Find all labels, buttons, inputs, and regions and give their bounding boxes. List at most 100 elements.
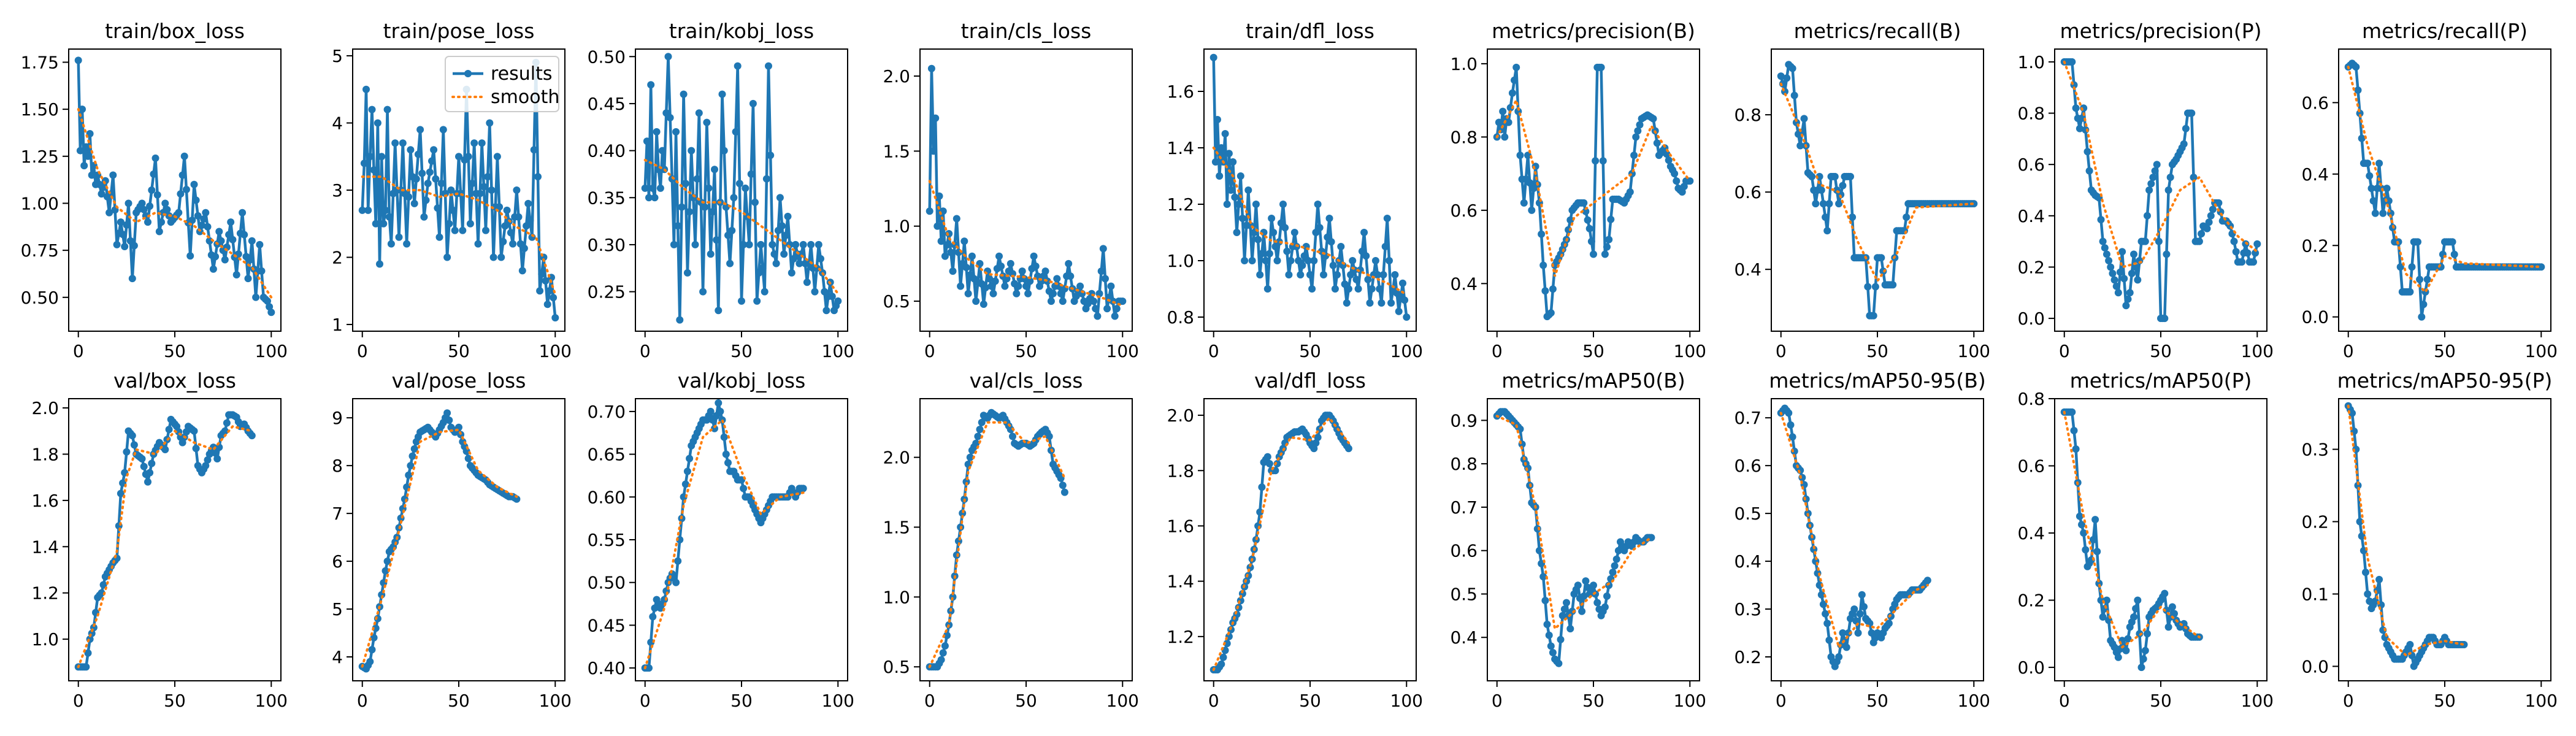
- panel-train-box-loss: train/box_loss 0 50 100 0.50 0.75 1.00 1.25 1.50…: [21, 19, 288, 361]
- results-point: [1053, 275, 1061, 283]
- y-tick-label: 0.45: [588, 94, 626, 114]
- results-point: [757, 240, 765, 248]
- results-point: [1308, 285, 1316, 293]
- y-tick-label: 1.00: [21, 193, 59, 213]
- x-tick-label: 100: [1958, 691, 1990, 711]
- results-point: [496, 203, 504, 211]
- results-point: [1102, 275, 1109, 283]
- plot-area: [1777, 61, 1978, 320]
- y-tick-label: 5: [332, 46, 343, 66]
- results-point: [387, 240, 395, 248]
- results-point: [795, 259, 803, 267]
- results-point: [1566, 625, 1574, 633]
- results-point: [204, 456, 212, 464]
- results-point: [1535, 546, 1543, 554]
- results-point: [2124, 635, 2132, 643]
- panel-title: val/kobj_loss: [678, 369, 806, 393]
- results-point: [435, 233, 443, 241]
- results-point: [2161, 315, 2169, 323]
- results-point: [182, 186, 190, 193]
- y-tick-label: 1.2: [1167, 627, 1194, 647]
- x-tick-label: 0: [1492, 341, 1503, 361]
- panel-title: val/cls_loss: [970, 369, 1083, 393]
- y-tick-label: 0.0: [2301, 307, 2329, 328]
- results-point: [720, 433, 728, 441]
- results-point: [165, 426, 173, 434]
- results-point: [964, 289, 972, 297]
- results-point: [1634, 127, 1642, 135]
- y-tick-label: 2.0: [883, 66, 910, 86]
- y-tick-label: 2.0: [1167, 405, 1194, 426]
- smooth-line: [1779, 82, 1976, 284]
- results-point: [227, 218, 235, 226]
- results-point: [372, 220, 380, 228]
- results-point: [2124, 295, 2132, 303]
- results-point: [2369, 197, 2377, 205]
- results-point: [1327, 238, 1335, 246]
- results-point: [735, 180, 743, 188]
- results-point: [1970, 200, 1978, 208]
- y-tick-label: 2.0: [31, 398, 59, 418]
- results-point: [140, 205, 148, 213]
- x-tick-label: 50: [1015, 691, 1037, 711]
- y-tick-label: 0.5: [1734, 504, 1761, 524]
- results-point: [1585, 224, 1593, 232]
- y-tick-label: 0.4: [2301, 164, 2329, 185]
- panel-train-cls-loss: train/cls_loss 0 50 100 0.5 1.0 1.5 2.0: [883, 19, 1139, 361]
- results-point: [686, 454, 694, 462]
- results-point: [144, 478, 151, 486]
- results-point: [509, 240, 517, 248]
- results-point: [1244, 186, 1252, 194]
- results-point: [523, 222, 531, 230]
- results-point: [1603, 592, 1611, 600]
- results-point: [530, 146, 538, 154]
- results-point: [653, 128, 661, 136]
- results-point: [2134, 596, 2142, 604]
- results-point: [1306, 271, 1314, 278]
- results-point: [513, 495, 521, 503]
- results-point: [123, 448, 131, 456]
- results-point: [708, 208, 716, 216]
- y-tick-label: 0.2: [2017, 591, 2045, 611]
- y-tick-label: 0.35: [588, 188, 626, 208]
- results-point: [2164, 623, 2172, 631]
- results-point: [1850, 605, 1858, 613]
- results-point: [1528, 206, 1536, 214]
- panel-metrics-map50-p: metrics/mAP50(P) 0 50 100 0.0 0.2 0.4 0.6 0.8: [2017, 369, 2274, 711]
- results-point: [1263, 285, 1271, 293]
- results-point: [374, 119, 381, 127]
- results-point: [2091, 516, 2099, 524]
- results-point: [1026, 277, 1034, 285]
- results-point: [2414, 238, 2421, 246]
- results-point: [645, 194, 653, 202]
- results-point: [1032, 263, 1040, 270]
- y-tick-label: 0.40: [588, 658, 626, 678]
- y-tick-label: 0.8: [1450, 454, 1478, 474]
- x-tick-label: 100: [1958, 341, 1990, 361]
- results-point: [1825, 636, 1833, 644]
- results-point: [2244, 249, 2252, 257]
- results-point: [1549, 649, 1557, 656]
- results-point: [1013, 289, 1021, 297]
- results-point: [478, 139, 486, 147]
- results-point: [1254, 236, 1262, 243]
- results-point: [464, 153, 472, 161]
- results-point: [1663, 150, 1671, 158]
- results-point: [194, 212, 202, 220]
- results-point: [1312, 439, 1320, 447]
- results-point: [489, 253, 497, 261]
- results-point: [1611, 562, 1619, 570]
- results-point: [240, 231, 248, 239]
- x-tick-label: 50: [1582, 691, 1604, 711]
- results-point: [449, 206, 457, 214]
- results-point: [2460, 641, 2468, 648]
- results-point: [2423, 275, 2431, 283]
- results-point: [1256, 271, 1264, 278]
- results-point: [1364, 275, 1372, 283]
- results-point: [113, 240, 121, 248]
- results-point: [221, 256, 229, 264]
- plot-area: [926, 64, 1127, 320]
- results-point: [1030, 252, 1038, 260]
- results-point: [1049, 289, 1057, 297]
- results-point: [1501, 133, 1509, 141]
